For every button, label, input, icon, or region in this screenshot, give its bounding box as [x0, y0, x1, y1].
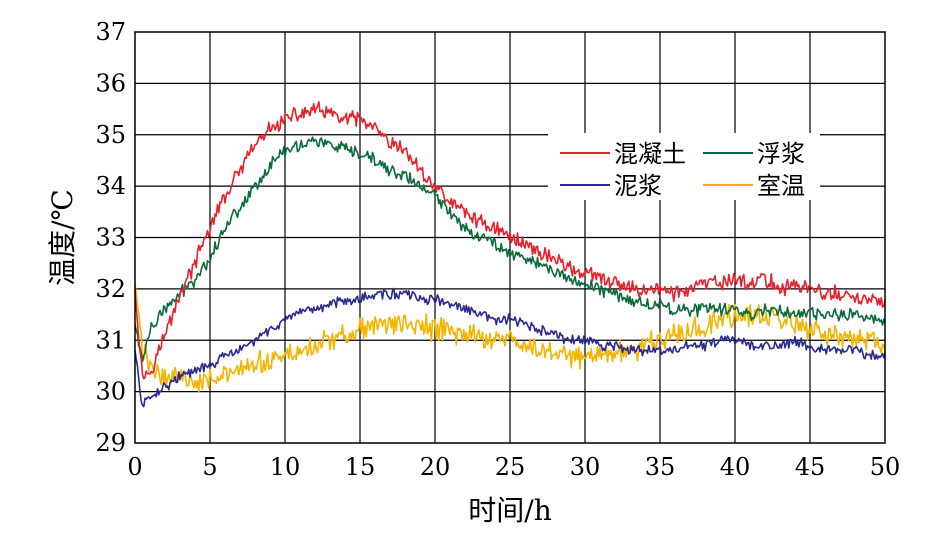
x-tick-label: 5: [202, 453, 217, 481]
x-tick-label: 25: [495, 453, 526, 481]
x-tick-label: 35: [645, 453, 676, 481]
x-tick-labels: 0 5 10 15 20 25 30 35 40 45 50: [127, 453, 900, 481]
x-tick-label: 30: [570, 453, 601, 481]
y-tick-label: 36: [95, 69, 126, 97]
x-tick-label: 40: [720, 453, 751, 481]
y-axis-label: 温度/℃: [46, 189, 79, 286]
series-line: [134, 101, 886, 380]
x-tick-label: 50: [870, 453, 901, 481]
y-tick-label: 35: [95, 121, 126, 149]
y-tick-label: 31: [95, 326, 126, 354]
series-lines: [134, 101, 886, 408]
y-tick-label: 32: [95, 275, 126, 303]
series-line: [134, 136, 886, 363]
x-tick-label: 10: [270, 453, 301, 481]
x-tick-label: 0: [127, 453, 142, 481]
plot-frame: [134, 31, 886, 444]
x-tick-label: 45: [795, 453, 826, 481]
series-line: [134, 283, 886, 393]
series-line: [134, 287, 886, 408]
y-tick-label: 30: [95, 378, 126, 406]
y-tick-label: 29: [95, 429, 126, 457]
legend-label: 混凝土: [614, 140, 686, 168]
x-tick-label: 15: [345, 453, 376, 481]
y-tick-label: 33: [95, 224, 126, 252]
legend-label: 室温: [757, 172, 805, 200]
y-tick-label: 34: [95, 172, 126, 200]
legend-background: [548, 133, 820, 200]
x-tick-label: 20: [420, 453, 451, 481]
y-tick-labels: 29 30 31 32 33 34 35 36 37: [95, 18, 126, 457]
legend-label: 泥浆: [614, 172, 662, 200]
legend-label: 浮浆: [757, 140, 805, 168]
x-axis-label: 时间/h: [468, 494, 551, 527]
y-tick-label: 37: [95, 18, 126, 46]
